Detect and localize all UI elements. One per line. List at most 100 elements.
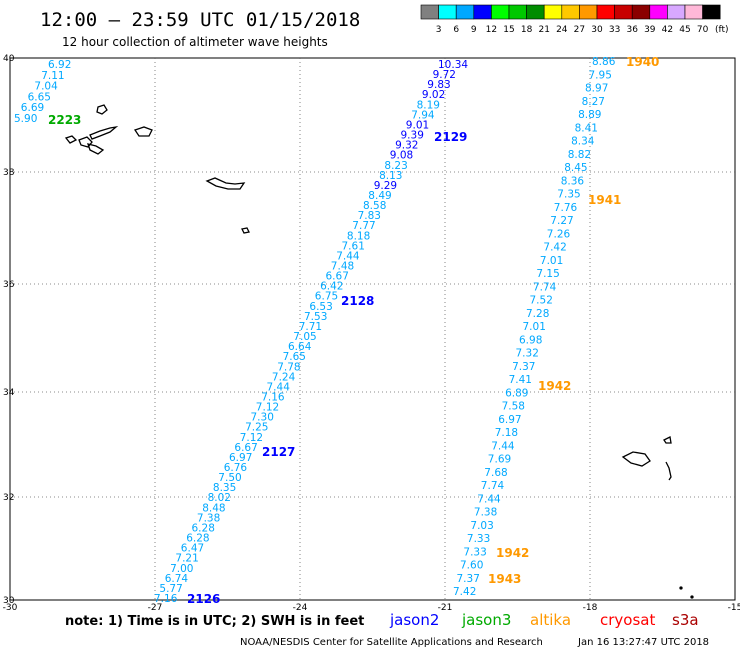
wave-height-value: 7.74: [533, 281, 557, 293]
wave-height-value: 7.28: [526, 308, 549, 320]
wave-height-value: 8.34: [571, 136, 595, 148]
wave-height-value: 7.42: [543, 242, 566, 254]
island-pico: [87, 143, 105, 155]
longitude-tick-label: -30: [3, 603, 18, 613]
color-swatch: [473, 4, 492, 20]
wave-height-value: 9.29: [374, 180, 397, 192]
wave-height-value: 7.21: [175, 553, 198, 565]
color-scale-label: 15: [503, 25, 514, 35]
wave-height-value: 7.33: [463, 546, 486, 558]
wave-height-value: 6.69: [21, 102, 44, 114]
pass-number-label: 1942: [496, 546, 529, 560]
pass-number-label: 1940: [626, 55, 659, 69]
wave-height-value: 9.02: [422, 89, 445, 101]
wave-height-value: 6.28: [192, 523, 215, 535]
color-swatch: [491, 4, 510, 20]
footer-credit: NOAA/NESDIS Center for Satellite Applica…: [240, 637, 543, 648]
island-terceira: [133, 126, 153, 137]
wave-height-value: 7.41: [509, 374, 532, 386]
color-scale-label: 42: [662, 25, 673, 35]
wave-height-value: 7.77: [352, 220, 375, 232]
island-faial: [78, 136, 93, 148]
wave-height-value: 6.89: [505, 387, 528, 399]
wave-height-value: 6.97: [229, 452, 252, 464]
wave-height-value: 9.32: [395, 140, 418, 152]
wave-height-values: 6.927.117.046.656.695.9010.349.729.839.0…: [14, 56, 616, 605]
wave-height-value: 7.95: [589, 69, 612, 81]
wave-height-value: 7.16: [261, 392, 285, 404]
wave-height-value: 10.34: [438, 59, 468, 71]
wave-height-value: 8.48: [202, 502, 225, 514]
map-border: [9, 57, 736, 601]
wave-height-value: 7.37: [457, 573, 480, 585]
wave-height-value: 7.94: [411, 109, 435, 121]
wave-height-value: 7.35: [557, 189, 580, 201]
color-swatch: [508, 4, 527, 20]
wave-height-value: 7.00: [170, 563, 193, 575]
wave-height-value: 8.41: [575, 122, 598, 134]
lat-lon-grid: [10, 58, 735, 600]
pass-number-label: 2129: [434, 130, 467, 144]
wave-height-value: 7.52: [530, 295, 553, 307]
island-selvagens-2: [690, 595, 694, 599]
wave-height-value: 7.44: [267, 381, 291, 393]
wave-height-value: 8.58: [363, 200, 386, 212]
legend-satellite-name: cryosat: [600, 611, 655, 629]
wave-height-value: 6.92: [48, 59, 71, 71]
color-swatch: [438, 4, 457, 20]
color-swatch: [543, 4, 563, 20]
wave-height-value: 7.37: [512, 361, 535, 373]
color-swatch: [667, 4, 686, 20]
wave-height-value: 8.27: [582, 96, 605, 108]
pass-number-label: 1943: [488, 572, 521, 586]
wave-height-value: 6.67: [326, 271, 349, 283]
wave-height-value: 7.33: [467, 533, 490, 545]
island-desertas: [665, 461, 672, 481]
wave-height-value: 7.69: [488, 454, 511, 466]
color-swatch: [596, 4, 615, 20]
wave-height-value: 7.61: [342, 240, 365, 252]
wave-height-value: 8.13: [379, 170, 402, 182]
map-frame: [9, 57, 736, 601]
wave-height-value: 8.02: [208, 492, 231, 504]
wave-height-value: 8.86: [592, 56, 616, 68]
wave-height-value: 9.72: [433, 69, 456, 81]
color-scale-label: 21: [538, 25, 549, 35]
color-scale-label: 39: [644, 25, 656, 35]
wave-height-value: 7.03: [470, 520, 493, 532]
wave-height-value: 8.36: [561, 175, 585, 187]
color-scale-label: 70: [697, 25, 709, 35]
color-scale-label: 6: [453, 25, 459, 35]
color-swatch: [579, 4, 598, 20]
color-scale-legend: 3 6 9 12 15 18 21 24 27 30 33 36 39 42 45 70: [420, 4, 721, 35]
color-swatch: [526, 4, 545, 20]
wave-height-value: 8.45: [564, 162, 587, 174]
wave-height-value: 6.76: [224, 462, 248, 474]
color-swatch: [684, 4, 703, 20]
wave-height-value: 7.15: [536, 268, 559, 280]
page-subtitle: 12 hour collection of altimeter wave hei…: [62, 35, 328, 49]
wave-height-value: 7.58: [502, 401, 525, 413]
wave-height-value: 6.64: [288, 341, 312, 353]
longitude-tick-label: -18: [583, 603, 598, 613]
color-scale-unit: (ft): [715, 25, 729, 35]
wave-height-value: 9.08: [390, 150, 413, 162]
wave-height-value: 9.39: [401, 130, 424, 142]
longitude-tick-label: -27: [148, 603, 163, 613]
island-flores: [96, 104, 108, 115]
island-corvo: [64, 135, 78, 144]
wave-height-value: 7.25: [245, 422, 268, 434]
wave-height-value: 7.44: [491, 440, 515, 452]
wave-height-value: 8.89: [578, 109, 601, 121]
wave-height-value: 7.44: [477, 493, 501, 505]
wave-height-value: 7.01: [523, 321, 546, 333]
island-madeira: [621, 451, 651, 467]
color-swatch: [649, 4, 668, 20]
pass-number-label: 1942: [538, 379, 571, 393]
wave-height-value: 6.67: [234, 442, 257, 454]
color-swatch: [420, 4, 439, 20]
longitude-tick-label: -24: [293, 603, 308, 613]
legend-satellite-name: altika: [530, 611, 571, 629]
wave-height-value: 6.28: [186, 533, 209, 545]
